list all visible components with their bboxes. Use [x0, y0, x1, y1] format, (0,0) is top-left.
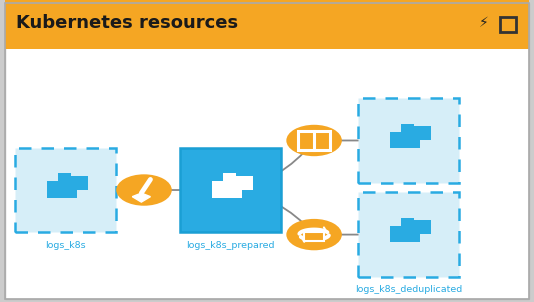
- FancyBboxPatch shape: [390, 132, 403, 135]
- FancyBboxPatch shape: [358, 98, 459, 183]
- FancyBboxPatch shape: [59, 173, 71, 176]
- FancyBboxPatch shape: [401, 218, 414, 220]
- Text: ⚡: ⚡: [478, 16, 488, 30]
- FancyBboxPatch shape: [223, 176, 253, 190]
- FancyBboxPatch shape: [401, 126, 431, 140]
- FancyBboxPatch shape: [390, 228, 420, 243]
- Polygon shape: [132, 193, 151, 202]
- FancyBboxPatch shape: [401, 220, 431, 234]
- Text: Kubernetes resources: Kubernetes resources: [16, 14, 238, 32]
- FancyBboxPatch shape: [358, 192, 459, 277]
- Circle shape: [116, 174, 172, 206]
- FancyBboxPatch shape: [223, 173, 236, 176]
- FancyBboxPatch shape: [47, 184, 77, 198]
- FancyBboxPatch shape: [15, 148, 116, 232]
- FancyBboxPatch shape: [304, 232, 324, 241]
- FancyBboxPatch shape: [390, 134, 420, 148]
- Text: logs_k8s_deduplicated: logs_k8s_deduplicated: [355, 285, 462, 294]
- FancyBboxPatch shape: [59, 176, 89, 190]
- Text: logs_k8s_prepared: logs_k8s_prepared: [186, 241, 274, 250]
- Text: logs_k8s: logs_k8s: [45, 241, 86, 250]
- FancyBboxPatch shape: [390, 226, 403, 229]
- FancyBboxPatch shape: [47, 181, 60, 184]
- FancyBboxPatch shape: [212, 184, 242, 198]
- FancyBboxPatch shape: [212, 181, 224, 184]
- FancyBboxPatch shape: [179, 148, 281, 232]
- Circle shape: [286, 219, 342, 250]
- Circle shape: [286, 125, 342, 156]
- FancyBboxPatch shape: [5, 3, 529, 299]
- FancyBboxPatch shape: [401, 124, 414, 127]
- FancyBboxPatch shape: [5, 0, 529, 49]
